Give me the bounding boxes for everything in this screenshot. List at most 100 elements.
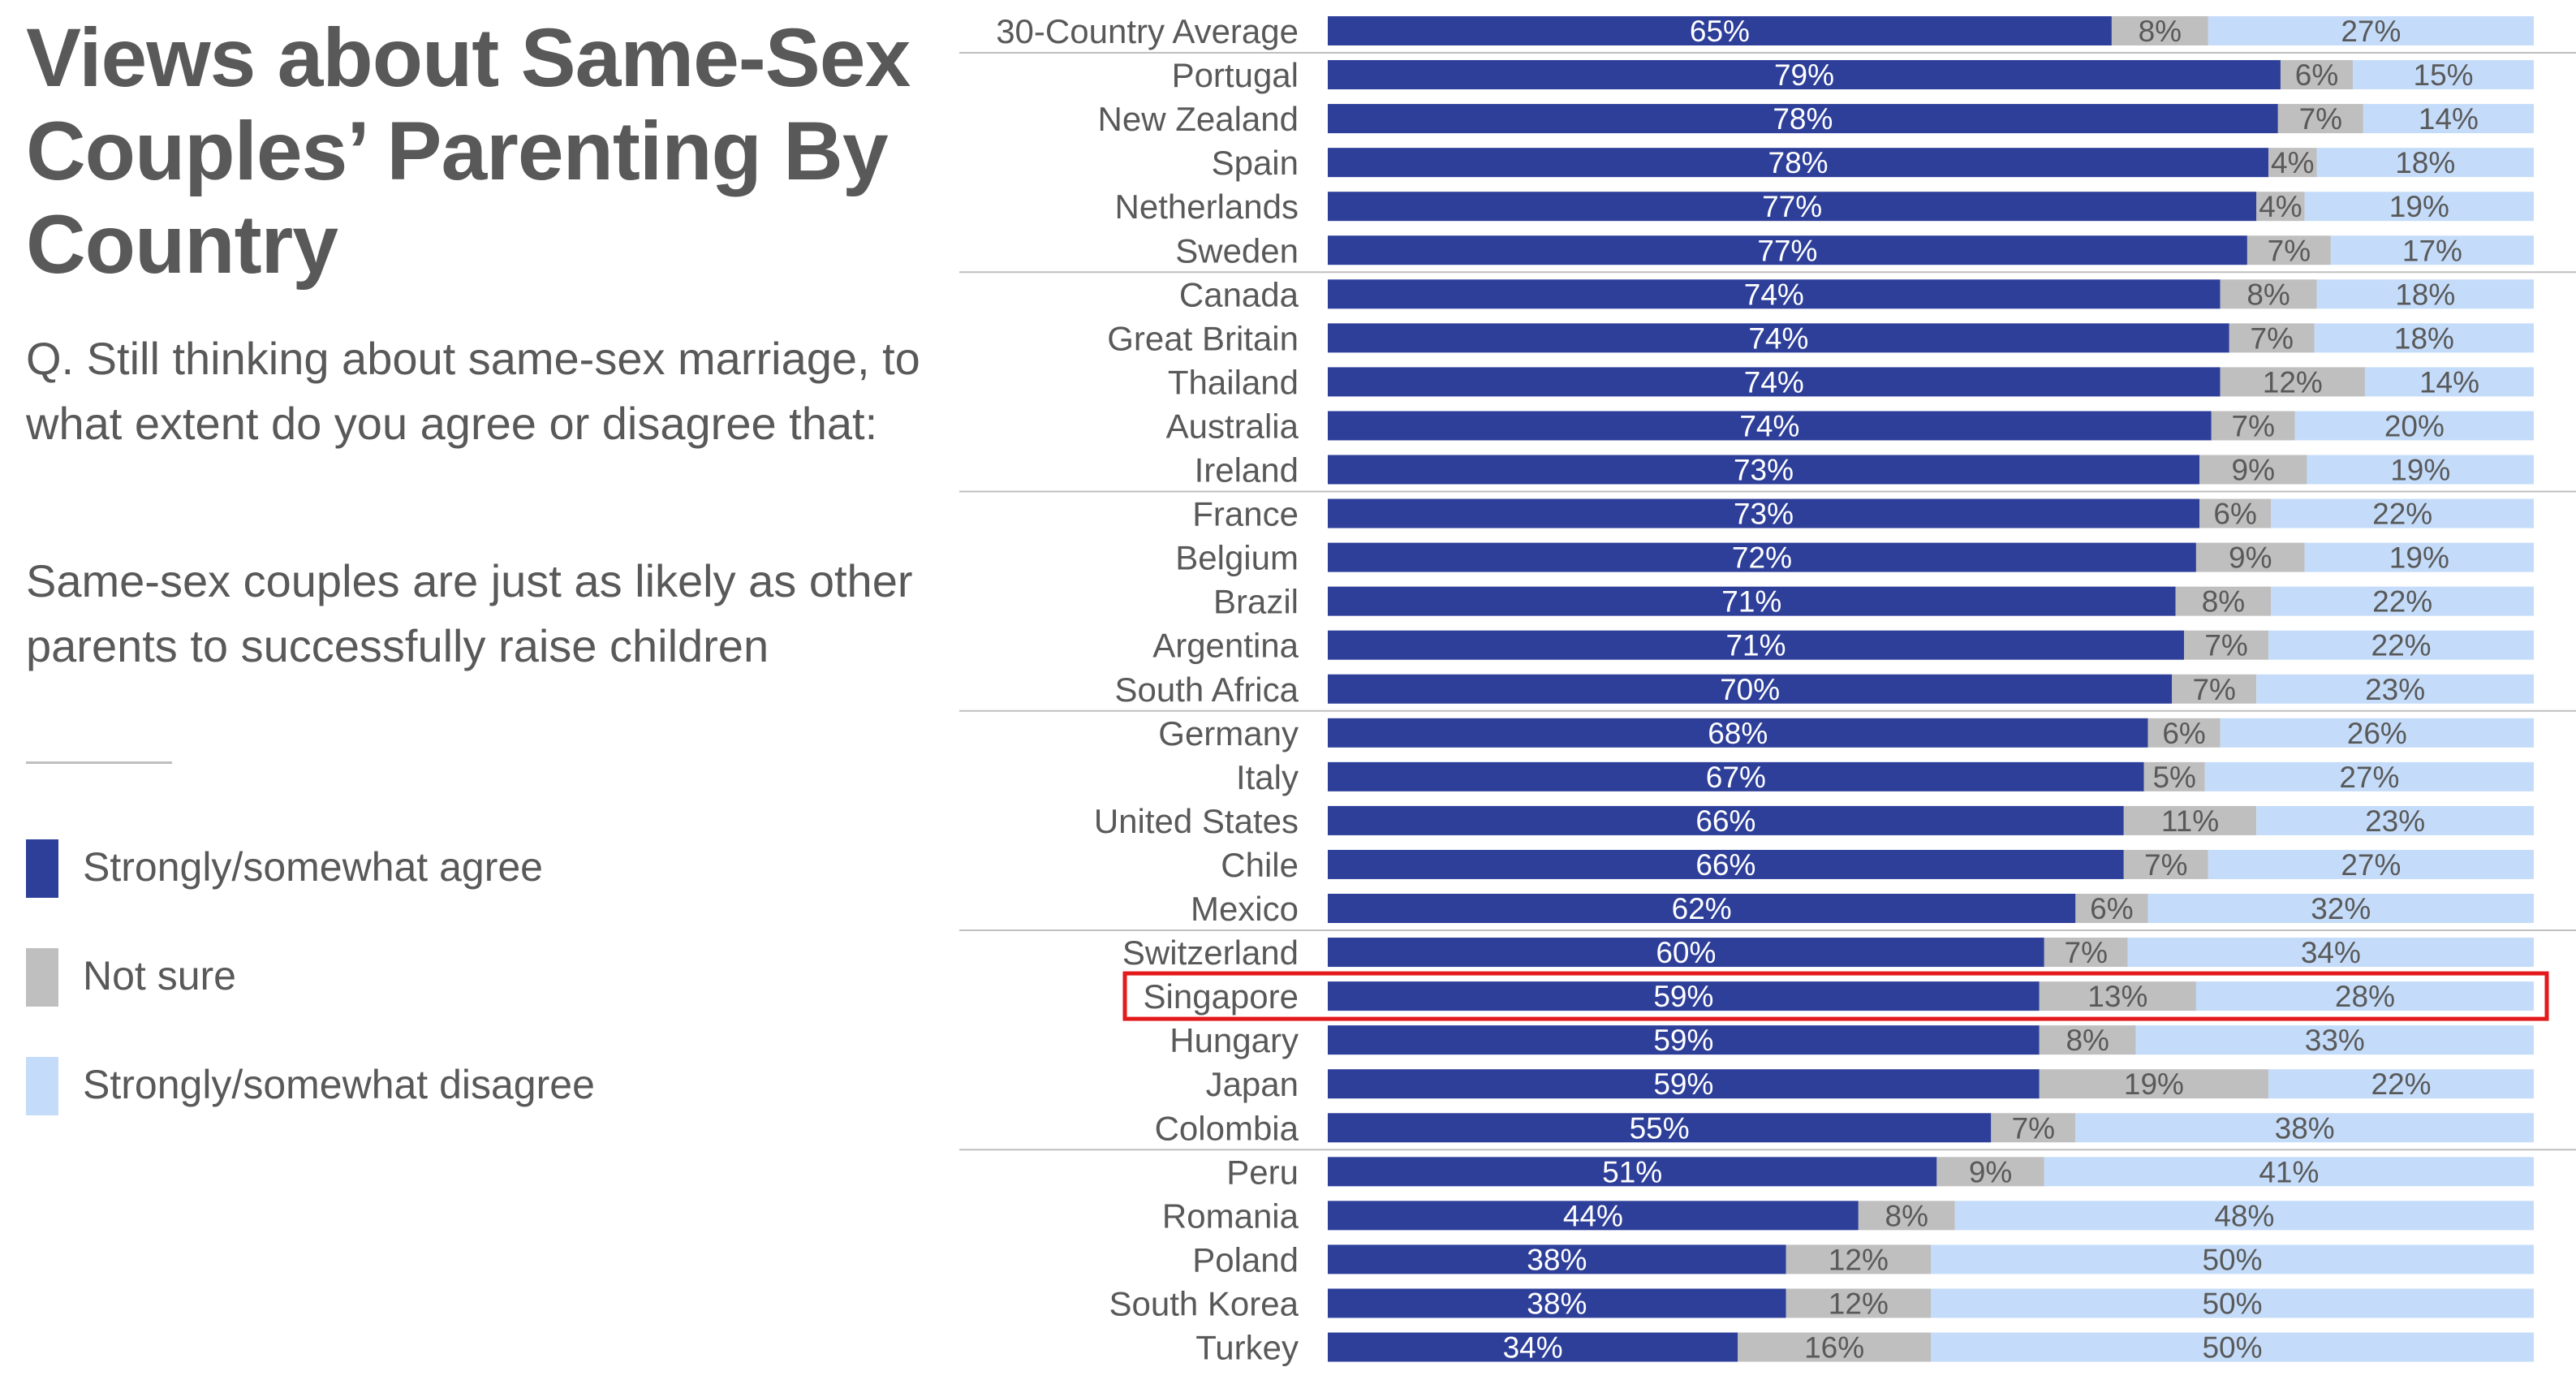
- row-label-ireland: Ireland: [1195, 451, 1299, 489]
- row-label-south-africa: South Africa: [1115, 671, 1299, 709]
- value-label-ireland-not-sure: 9%: [2232, 454, 2275, 487]
- value-label-new-zealand-agree: 78%: [1773, 102, 1833, 136]
- bar-spain-not-sure: [2268, 148, 2317, 178]
- row-label-canada: Canada: [1179, 275, 1299, 313]
- bar-hungary-not-sure: [2039, 1025, 2136, 1055]
- row-label-mexico: Mexico: [1191, 890, 1299, 928]
- row-label-france: France: [1192, 495, 1299, 533]
- bar-japan-agree: [1328, 1069, 2040, 1099]
- bar-poland-disagree: [1931, 1244, 2534, 1274]
- bar-colombia-not-sure: [1991, 1113, 2076, 1143]
- legend-item-agree: Strongly/somewhat agree: [26, 836, 919, 901]
- value-label-singapore-disagree: 28%: [2335, 980, 2395, 1013]
- row-label-australia: Australia: [1166, 407, 1299, 445]
- bar-australia-disagree: [2294, 411, 2534, 441]
- highlight-box-singapore: [1122, 971, 2549, 1021]
- row-label-belgium: Belgium: [1175, 539, 1299, 577]
- bar-italy-disagree: [2204, 761, 2534, 791]
- row-label-sweden: Sweden: [1175, 231, 1299, 270]
- value-label-new-zealand-disagree: 14%: [2419, 102, 2479, 136]
- bar-peru-not-sure: [1936, 1157, 2044, 1187]
- value-label-italy-agree: 67%: [1706, 761, 1766, 794]
- value-label-romania-agree: 44%: [1563, 1199, 1623, 1232]
- row-label-hungary: Hungary: [1170, 1021, 1299, 1059]
- bar-argentina-disagree: [2268, 630, 2534, 660]
- value-label-thailand-disagree: 14%: [2419, 365, 2479, 399]
- bar-belgium-disagree: [2304, 542, 2534, 572]
- bar-south-africa-disagree: [2256, 674, 2534, 704]
- value-label-chile-disagree: 27%: [2341, 848, 2401, 882]
- value-label-thailand-agree: 74%: [1744, 365, 1804, 399]
- bar-spain-agree: [1328, 148, 2269, 178]
- divider: [26, 761, 172, 764]
- bar-turkey-disagree: [1931, 1332, 2534, 1362]
- bar-chile-disagree: [2208, 849, 2534, 879]
- bar-netherlands-agree: [1328, 192, 2257, 222]
- bar-argentina-not-sure: [2184, 630, 2269, 660]
- bar-south-korea-not-sure: [1786, 1288, 1931, 1318]
- value-label-singapore-not-sure: 13%: [2087, 980, 2147, 1013]
- value-label-united-states-agree: 66%: [1695, 804, 1755, 838]
- value-label-30-country-average-disagree: 27%: [2341, 15, 2401, 48]
- legend-label-not-sure: Not sure: [83, 953, 236, 998]
- value-label-switzerland-agree: 60%: [1656, 936, 1716, 969]
- value-label-turkey-disagree: 50%: [2202, 1331, 2262, 1365]
- bar-brazil-agree: [1328, 586, 2176, 616]
- bar-romania-disagree: [1954, 1201, 2534, 1231]
- value-label-canada-disagree: 18%: [2395, 278, 2455, 311]
- bar-ireland-disagree: [2307, 455, 2534, 485]
- bar-peru-agree: [1328, 1157, 1937, 1187]
- bar-united-states-disagree: [2256, 805, 2534, 835]
- bar-canada-agree: [1328, 279, 2221, 309]
- bar-new-zealand-disagree: [2363, 104, 2534, 134]
- value-label-united-states-not-sure: 11%: [2161, 804, 2219, 838]
- bar-australia-not-sure: [2211, 411, 2295, 441]
- row-label-poland: Poland: [1192, 1240, 1299, 1279]
- row-label-portugal: Portugal: [1172, 56, 1299, 94]
- bar-colombia-agree: [1328, 1113, 1992, 1143]
- value-label-singapore-agree: 59%: [1653, 980, 1713, 1013]
- value-label-germany-not-sure: 6%: [2162, 717, 2205, 750]
- bar-japan-disagree: [2268, 1069, 2534, 1099]
- value-label-hungary-disagree: 33%: [2305, 1024, 2365, 1057]
- value-label-ireland-agree: 73%: [1734, 454, 1794, 487]
- value-label-belgium-disagree: 19%: [2389, 541, 2449, 575]
- bar-sweden-not-sure: [2246, 235, 2331, 265]
- bar-australia-agree: [1328, 411, 2212, 441]
- value-label-south-africa-agree: 70%: [1720, 673, 1780, 706]
- bar-great-britain-not-sure: [2229, 323, 2315, 353]
- bar-japan-not-sure: [2039, 1069, 2269, 1099]
- value-label-romania-disagree: 48%: [2214, 1199, 2274, 1232]
- bar-great-britain-agree: [1328, 323, 2229, 353]
- value-label-hungary-agree: 59%: [1653, 1024, 1713, 1057]
- row-label-singapore: Singapore: [1144, 977, 1299, 1016]
- bar-peru-disagree: [2044, 1157, 2534, 1187]
- row-label-japan: Japan: [1206, 1065, 1299, 1103]
- value-label-netherlands-disagree: 19%: [2389, 190, 2449, 223]
- value-label-united-states-disagree: 23%: [2365, 804, 2425, 838]
- value-label-great-britain-disagree: 18%: [2394, 321, 2454, 355]
- bar-singapore-agree: [1328, 981, 2040, 1011]
- row-label-peru: Peru: [1226, 1153, 1299, 1191]
- value-label-new-zealand-not-sure: 7%: [2299, 102, 2342, 136]
- value-label-italy-not-sure: 5%: [2152, 761, 2195, 794]
- value-label-france-not-sure: 6%: [2213, 498, 2256, 531]
- value-label-germany-agree: 68%: [1708, 717, 1768, 750]
- bar-thailand-not-sure: [2220, 367, 2365, 397]
- bar-hungary-agree: [1328, 1025, 2040, 1055]
- bar-colombia-disagree: [2075, 1113, 2534, 1143]
- bar-brazil-disagree: [2271, 586, 2534, 616]
- bar-mexico-agree: [1328, 894, 2076, 923]
- bar-singapore-disagree: [2195, 981, 2534, 1011]
- value-label-brazil-agree: 71%: [1721, 585, 1781, 619]
- bar-brazil-not-sure: [2175, 586, 2272, 616]
- legend-swatch-not-sure: [26, 948, 58, 1007]
- value-label-portugal-agree: 79%: [1774, 58, 1834, 92]
- bar-canada-not-sure: [2220, 279, 2317, 309]
- value-label-mexico-disagree: 32%: [2311, 892, 2371, 925]
- value-label-poland-not-sure: 12%: [1829, 1243, 1889, 1276]
- value-label-ireland-disagree: 19%: [2390, 454, 2450, 487]
- legend-swatch-agree: [26, 839, 58, 898]
